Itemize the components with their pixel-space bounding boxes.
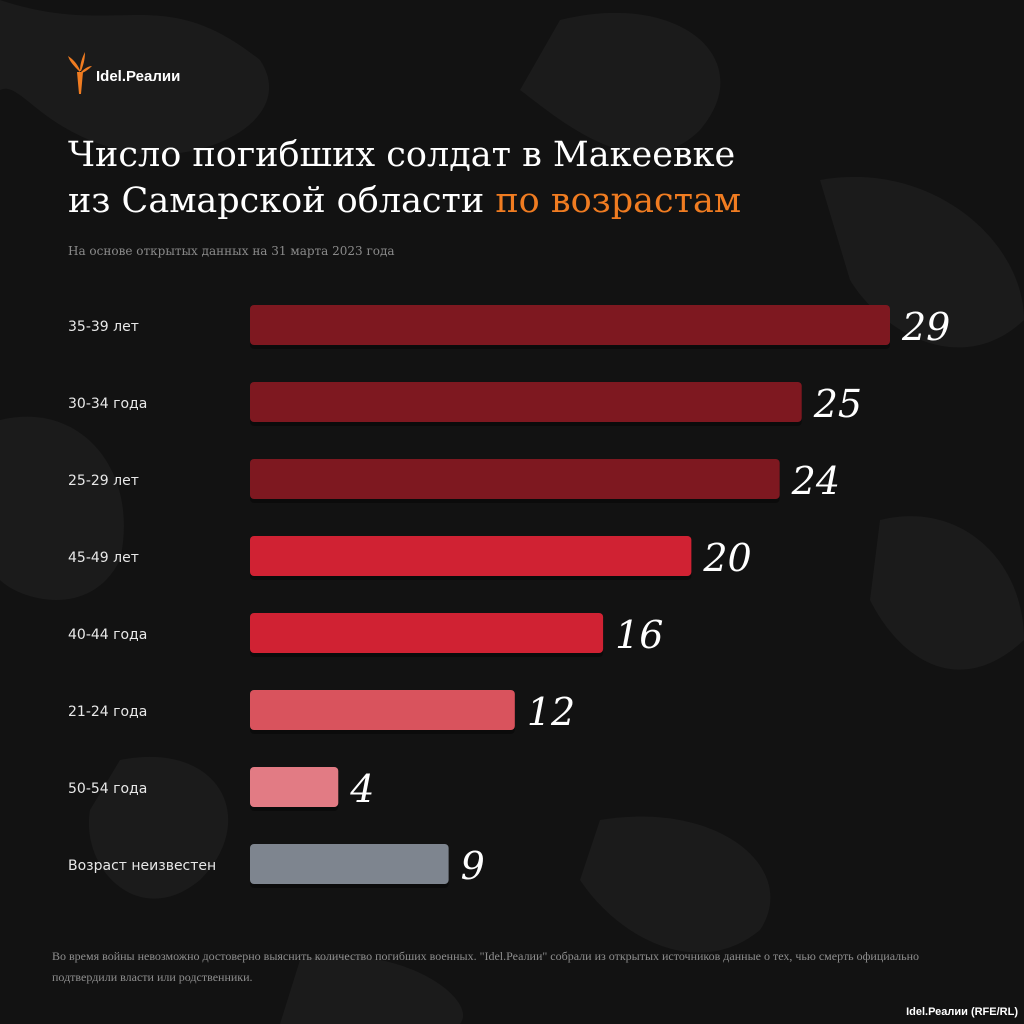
chart-subtitle: На основе открытых данных на 31 марта 20… bbox=[68, 244, 395, 258]
footnote: Во время войны невозможно достоверно выя… bbox=[52, 949, 920, 984]
category-label: 45-49 лет bbox=[68, 550, 139, 566]
bar bbox=[250, 459, 780, 499]
brand-logo: Idel.Реалии bbox=[68, 52, 180, 96]
title-line-1: Число погибших солдат в Макеевке bbox=[68, 135, 736, 175]
category-label: 30-34 года bbox=[68, 396, 147, 412]
title-line-2: из Самарской области по возрастам bbox=[68, 178, 741, 224]
bar bbox=[250, 382, 802, 422]
category-label: 40-44 года bbox=[68, 627, 147, 643]
value-label: 16 bbox=[615, 613, 663, 657]
category-label: 21-24 года bbox=[68, 704, 147, 720]
category-label: Возраст неизвестен bbox=[68, 858, 216, 874]
value-label: 25 bbox=[813, 382, 862, 426]
bar bbox=[250, 305, 890, 345]
title-plain: из Самарской области bbox=[68, 181, 496, 221]
category-label: 25-29 лет bbox=[68, 473, 139, 489]
category-label: 50-54 года bbox=[68, 781, 147, 797]
torch-icon bbox=[68, 52, 92, 94]
credit: Idel.Реалии (RFE/RL) bbox=[906, 1006, 1018, 1018]
value-label: 20 bbox=[702, 536, 751, 580]
bar bbox=[250, 690, 515, 730]
value-label: 29 bbox=[901, 305, 950, 349]
bar bbox=[250, 536, 692, 576]
title-highlight: по возрастам bbox=[495, 181, 742, 221]
value-label: 9 bbox=[461, 844, 485, 888]
value-label: 12 bbox=[527, 690, 575, 734]
chart-title: Число погибших солдат в Макеевке из Сама… bbox=[68, 132, 741, 224]
value-label: 24 bbox=[791, 459, 840, 503]
bar bbox=[250, 613, 604, 653]
value-label: 4 bbox=[349, 767, 374, 811]
category-label: 35-39 лет bbox=[68, 319, 139, 335]
bar bbox=[250, 767, 339, 807]
brand-name: Idel.Реалии bbox=[96, 67, 181, 85]
bar bbox=[250, 844, 449, 884]
